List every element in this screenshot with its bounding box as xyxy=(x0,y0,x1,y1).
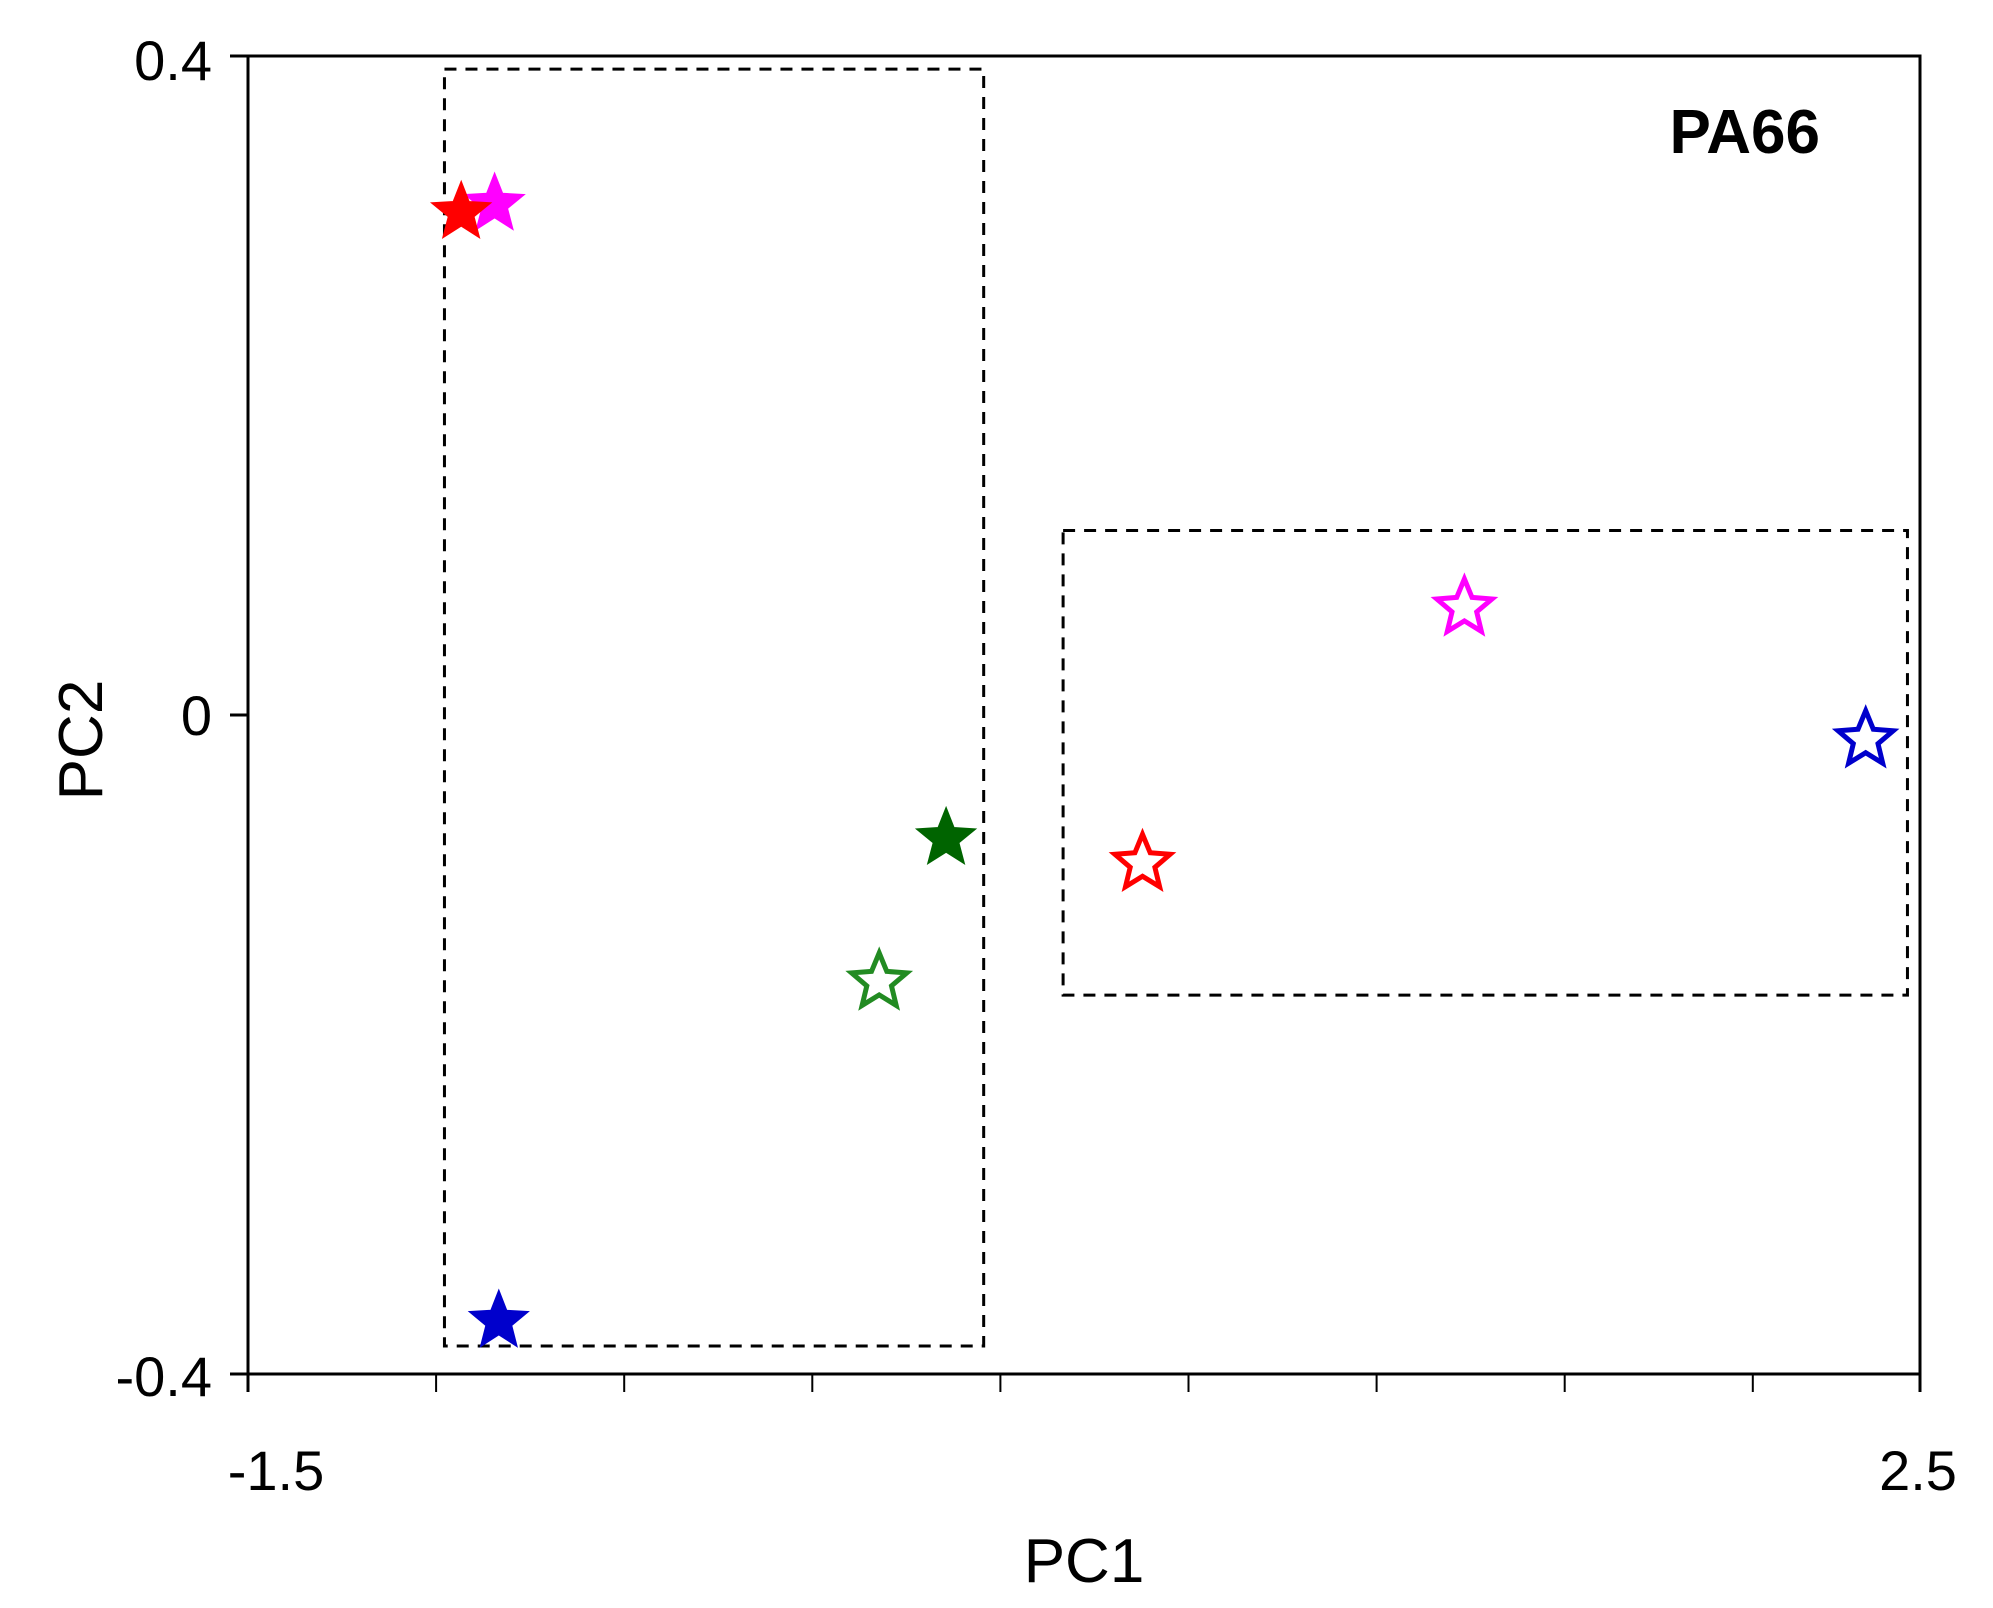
y-tick-label-top: 0.4 xyxy=(134,29,212,92)
group-box xyxy=(442,67,986,1348)
filled-star-point xyxy=(429,179,493,240)
y-tick-label-bottom: -0.4 xyxy=(116,1345,213,1408)
open-star-point xyxy=(1108,827,1177,892)
y-axis-title: PC2 xyxy=(47,680,116,801)
open-star-point xyxy=(1430,572,1499,637)
x-axis-title: PC1 xyxy=(1024,1527,1145,1596)
y-tick-label-mid: 0 xyxy=(181,684,212,747)
open-star-point xyxy=(845,946,914,1011)
x-tick-label-left: -1.5 xyxy=(228,1439,325,1502)
axis-ticks xyxy=(230,54,1922,1392)
filled-star-point xyxy=(463,171,526,231)
x-tick-label-right: 2.5 xyxy=(1879,1439,1957,1502)
panel-label: PA66 xyxy=(1670,98,1821,167)
filled-star-point xyxy=(467,1288,530,1348)
group-boxes xyxy=(442,67,1909,1348)
open-star-point xyxy=(1831,704,1900,769)
data-points xyxy=(429,171,1900,1348)
filled-star-point xyxy=(914,805,978,866)
plot-area-frame xyxy=(246,54,1922,1376)
group-box xyxy=(1061,528,1909,997)
